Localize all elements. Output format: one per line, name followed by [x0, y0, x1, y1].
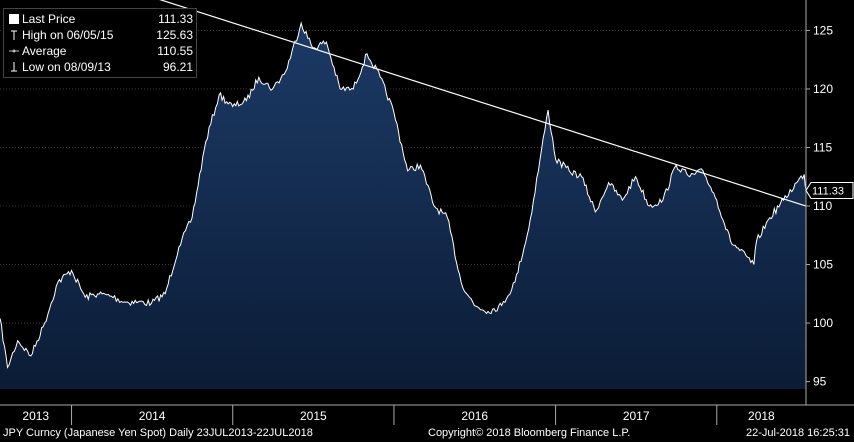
x-tick-label: 2017 — [623, 409, 650, 423]
x-tick-label: 2016 — [461, 409, 488, 423]
footer-copyright: Copyright© 2018 Bloomberg Finance L.P. — [428, 427, 631, 439]
last-price-badge-text: 111.33 — [812, 185, 844, 197]
y-tick-label: 120 — [813, 82, 833, 96]
footer-bar: JPY Curncy (Japanese Yen Spot) Daily 23J… — [0, 425, 854, 442]
axes — [0, 0, 854, 406]
legend-high-value: 125.63 — [156, 28, 193, 42]
y-tick-label: 100 — [813, 316, 833, 330]
high-marker-icon — [11, 30, 17, 40]
legend-last-price-value: 111.33 — [158, 12, 193, 26]
legend-low: Low on 08/09/13 96.21 — [4, 59, 198, 75]
legend-average-label: Average — [22, 44, 67, 58]
y-tick-label: 115 — [813, 140, 832, 154]
legend-last-price: Last Price 111.33 — [4, 11, 198, 27]
x-axis-ticks: 2013 2014 2015 2016 2017 2018 — [22, 405, 775, 425]
legend-high: High on 06/05/15 125.63 — [4, 27, 198, 43]
y-axis-ticks: 95 100 105 110 115 120 125 — [806, 23, 833, 389]
legend-last-price-label: Last Price — [22, 12, 76, 26]
average-marker-icon — [9, 49, 19, 53]
square-icon — [9, 14, 19, 24]
legend-high-label: High on 06/05/15 — [22, 28, 114, 42]
price-line — [0, 21, 807, 369]
price-area — [0, 23, 806, 389]
y-tick-label: 95 — [813, 375, 827, 389]
x-tick-label: 2013 — [22, 409, 49, 423]
legend-low-value: 96.21 — [162, 60, 193, 74]
trendline — [159, 0, 807, 207]
x-tick-label: 2018 — [748, 409, 775, 423]
x-tick-label: 2014 — [139, 409, 166, 423]
footer-security-info: JPY Curncy (Japanese Yen Spot) Daily 23J… — [3, 427, 313, 439]
footer-timestamp: 22-Jul-2018 16:25:31 — [746, 427, 850, 439]
legend-box: Last Price 111.33 High on 06/05/15 125.6… — [3, 8, 197, 78]
low-marker-icon — [11, 62, 17, 72]
y-tick-label: 105 — [813, 258, 833, 272]
y-tick-label: 110 — [813, 199, 832, 213]
y-tick-label: 125 — [813, 23, 833, 37]
x-tick-label: 2015 — [300, 409, 327, 423]
legend-average: Average 110.55 — [4, 43, 198, 59]
last-price-badge: 111.33 — [805, 181, 854, 199]
legend-low-label: Low on 08/09/13 — [22, 60, 111, 74]
legend-average-value: 110.55 — [157, 44, 193, 58]
